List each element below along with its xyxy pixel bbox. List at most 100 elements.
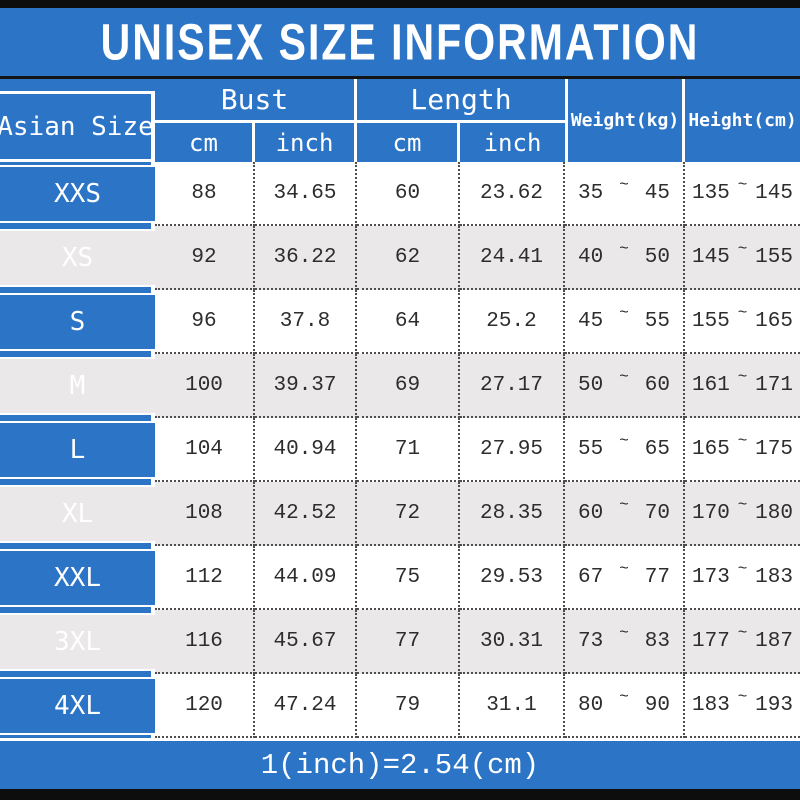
- weight-max: 50: [644, 245, 670, 269]
- cell-length-inch: 27.17: [460, 354, 565, 418]
- tilde-separator: ~: [737, 304, 748, 322]
- cell-height-range: 183 ~ 193: [685, 674, 800, 738]
- height-min: 165: [692, 437, 730, 461]
- cell-bust-cm: 88: [155, 162, 255, 226]
- column-subheader-bust-inch: inch: [255, 123, 357, 162]
- tilde-separator: ~: [619, 496, 629, 514]
- cell-length-cm: 77: [357, 610, 460, 674]
- tilde-separator: ~: [619, 368, 629, 386]
- weight-max: 70: [644, 501, 670, 525]
- cell-height-range: 177 ~ 187: [685, 610, 800, 674]
- cell-size-label: L: [0, 421, 155, 479]
- cell-bust-cm: 112: [155, 546, 255, 610]
- cell-length-inch: 29.53: [460, 546, 565, 610]
- cell-bust-cm: 92: [155, 226, 255, 290]
- height-max: 155: [755, 245, 793, 269]
- cell-weight-range: 60 ~ 70: [565, 482, 685, 546]
- weight-min: 40: [578, 245, 604, 269]
- height-max: 165: [755, 309, 793, 333]
- cell-size-label: XXS: [0, 165, 155, 223]
- table-header: Asian Size Bust Length Weight(kg) Height…: [0, 79, 800, 162]
- tilde-separator: ~: [737, 688, 748, 706]
- cell-size-label: XS: [0, 229, 155, 287]
- cell-length-inch: 24.41: [460, 226, 565, 290]
- weight-max: 77: [644, 565, 670, 589]
- footer-band: 1(inch)=2.54(cm): [0, 741, 800, 789]
- weight-max: 65: [644, 437, 670, 461]
- height-min: 183: [692, 693, 730, 717]
- cell-size-label: XL: [0, 485, 155, 543]
- cell-height-range: 145 ~ 155: [685, 226, 800, 290]
- height-max: 183: [755, 565, 793, 589]
- cell-weight-range: 35 ~ 45: [565, 162, 685, 226]
- weight-max: 90: [644, 693, 670, 717]
- weight-max: 55: [644, 309, 670, 333]
- tilde-separator: ~: [737, 560, 748, 578]
- weight-max: 45: [644, 181, 670, 205]
- cell-bust-cm: 96: [155, 290, 255, 354]
- cell-length-cm: 71: [357, 418, 460, 482]
- cell-length-cm: 69: [357, 354, 460, 418]
- cell-length-inch: 27.95: [460, 418, 565, 482]
- column-group-length: Length: [357, 79, 565, 123]
- height-min: 135: [692, 181, 730, 205]
- cell-bust-inch: 34.65: [255, 162, 357, 226]
- cell-bust-inch: 44.09: [255, 546, 357, 610]
- cell-bust-inch: 47.24: [255, 674, 357, 738]
- tilde-separator: ~: [619, 304, 629, 322]
- cell-weight-range: 67 ~ 77: [565, 546, 685, 610]
- cell-length-cm: 75: [357, 546, 460, 610]
- column-group-bust: Bust: [155, 79, 357, 123]
- cell-weight-range: 45 ~ 55: [565, 290, 685, 354]
- tilde-separator: ~: [619, 688, 629, 706]
- cell-length-inch: 23.62: [460, 162, 565, 226]
- cell-bust-inch: 40.94: [255, 418, 357, 482]
- cell-weight-range: 73 ~ 83: [565, 610, 685, 674]
- height-min: 177: [692, 629, 730, 653]
- cell-height-range: 161 ~ 171: [685, 354, 800, 418]
- weight-min: 35: [578, 181, 604, 205]
- weight-min: 55: [578, 437, 604, 461]
- cell-length-inch: 28.35: [460, 482, 565, 546]
- conversion-note: 1(inch)=2.54(cm): [260, 748, 540, 782]
- weight-min: 45: [578, 309, 604, 333]
- cell-length-cm: 64: [357, 290, 460, 354]
- cell-weight-range: 50 ~ 60: [565, 354, 685, 418]
- cell-bust-inch: 39.37: [255, 354, 357, 418]
- cell-bust-inch: 42.52: [255, 482, 357, 546]
- height-max: 180: [755, 501, 793, 525]
- cell-size-label: 4XL: [0, 677, 155, 735]
- cell-size-label: XXL: [0, 549, 155, 607]
- height-min: 161: [692, 373, 730, 397]
- column-subheader-bust-cm: cm: [155, 123, 255, 162]
- cell-height-range: 173 ~ 183: [685, 546, 800, 610]
- column-subheader-length-inch: inch: [483, 128, 542, 157]
- cell-length-cm: 60: [357, 162, 460, 226]
- top-black-bar: [0, 0, 800, 8]
- cell-length-inch: 31.1: [460, 674, 565, 738]
- footer-gap: [0, 738, 800, 741]
- cell-weight-range: 80 ~ 90: [565, 674, 685, 738]
- column-header-height: Height(cm): [688, 110, 797, 131]
- cell-length-inch: 25.2: [460, 290, 565, 354]
- cell-bust-cm: 104: [155, 418, 255, 482]
- cell-size-label: M: [0, 357, 155, 415]
- cell-bust-cm: 108: [155, 482, 255, 546]
- column-header-weight: Weight(kg): [565, 79, 685, 162]
- weight-min: 67: [578, 565, 604, 589]
- cell-bust-cm: 100: [155, 354, 255, 418]
- height-min: 145: [692, 245, 730, 269]
- cell-weight-range: 40 ~ 50: [565, 226, 685, 290]
- height-min: 170: [692, 501, 730, 525]
- bottom-black-bar: [0, 789, 800, 800]
- height-max: 145: [755, 181, 793, 205]
- weight-min: 80: [578, 693, 604, 717]
- cell-bust-cm: 120: [155, 674, 255, 738]
- cell-height-range: 135 ~ 145: [685, 162, 800, 226]
- tilde-separator: ~: [619, 432, 629, 450]
- cell-bust-inch: 37.8: [255, 290, 357, 354]
- cell-height-range: 165 ~ 175: [685, 418, 800, 482]
- cell-length-inch: 30.31: [460, 610, 565, 674]
- tilde-separator: ~: [737, 240, 748, 258]
- height-max: 193: [755, 693, 793, 717]
